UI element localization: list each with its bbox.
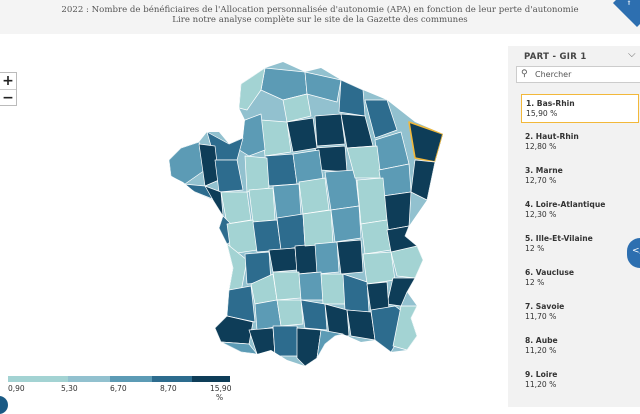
region-gard[interactable] [324,303,350,337]
region-vienne[interactable] [252,219,282,253]
list-item-value: 12 % [525,278,545,287]
region-aveyron[interactable] [300,299,328,331]
share-icon: ⇗ [624,0,634,8]
region-ile-de-france[interactable] [286,117,318,153]
list-item[interactable]: 9. Loire 11,20 % [521,366,639,395]
legend-color-bar [8,376,230,382]
list-item-name: 8. Aube [525,336,558,345]
region-allier[interactable] [302,209,334,247]
list-item[interactable]: 6. Vaucluse 12 % [521,264,639,293]
list-item-name: 9. Loire [525,370,558,379]
list-item-name: 5. Ille-Et-Vilaine [525,234,593,243]
map-subtitle: Lire notre analyse complète sur le site … [172,15,468,25]
region-haute-garonne[interactable] [272,325,300,357]
list-item[interactable]: 2. Haut-Rhin 12,80 % [521,128,639,157]
ranking-panel: PART - GIR 1 ⌵ ⚲ Chercher 1. Bas-Rhin 15… [508,46,640,407]
list-item-value: 12,70 % [525,176,557,185]
list-item-name: 7. Savoie [525,302,565,311]
region-aude[interactable] [316,329,344,359]
region-alpes-maritimes[interactable] [392,305,418,351]
region-puy-de-dome[interactable] [314,241,340,275]
code-icon: </> [632,246,640,256]
region-loiret[interactable] [264,153,298,187]
list-item-value: 12 % [525,244,545,253]
list-item-name: 1. Bas-Rhin [526,99,575,108]
zoom-in-button[interactable]: + [2,73,14,89]
region-cantal[interactable] [298,271,324,301]
variable-select[interactable]: PART - GIR 1 [524,52,587,62]
region-ain[interactable] [360,219,392,255]
legend-swatch-3 [110,376,152,382]
zoom-out-button[interactable]: − [0,89,16,106]
region-haute-vienne[interactable] [268,247,298,273]
legend-label-5: 15,90 [210,384,232,393]
legend-label-2: 5,30 [61,384,78,393]
map-title: 2022 : Nombre de bénéficiaires de l'Allo… [61,5,579,15]
region-marne[interactable] [314,113,346,147]
embed-tab-button[interactable]: </> [627,238,640,268]
region-ariege[interactable] [296,327,322,366]
region-nievre[interactable] [298,177,330,215]
list-item[interactable]: 5. Ille-Et-Vilaine 12 % [521,230,639,259]
list-item-value: 12,30 % [525,210,557,219]
region-moselle[interactable] [364,99,398,139]
search-placeholder: Chercher [535,70,572,79]
list-item-value: 12,80 % [525,142,557,151]
chevron-down-icon[interactable]: ⌵ [628,49,636,60]
list-item[interactable]: 7. Savoie 11,70 % [521,298,639,327]
legend-label-3: 6,70 [110,384,127,393]
region-haut-rhin[interactable] [410,159,436,201]
map-legend: 0,90 5,30 6,70 8,70 15,90 % [0,368,245,407]
france-map[interactable] [165,60,450,374]
list-item-name: 6. Vaucluse [525,268,574,277]
legend-swatch-2 [68,376,110,382]
legend-label-1: 0,90 [8,384,25,393]
list-item-value: 11,20 % [525,346,557,355]
legend-swatch-4 [152,376,192,382]
region-mayenne[interactable] [214,159,244,193]
zoom-control: + − [0,72,17,106]
legend-unit: % [216,393,224,402]
region-gironde[interactable] [226,285,256,323]
list-item[interactable]: 3. Marne 12,70 % [521,162,639,191]
list-item-value: 11,70 % [525,312,557,321]
france-map-svg [169,62,443,366]
region-aisne[interactable] [304,71,342,103]
list-item[interactable]: 1. Bas-Rhin 15,90 % [521,94,639,123]
region-lot-et-garonne[interactable] [254,299,282,331]
search-icon: ⚲ [521,69,528,79]
list-item[interactable]: 8. Aube 11,20 % [521,332,639,361]
region-indre[interactable] [276,213,306,251]
region-eure-et-loir[interactable] [260,119,292,157]
legend-swatch-1 [8,376,68,382]
list-item[interactable]: 4. Loire-Atlantique 12,30 % [521,196,639,225]
region-isere[interactable] [362,251,396,285]
legend-label-4: 8,70 [160,384,177,393]
region-vaucluse[interactable] [346,309,376,341]
region-sarthe[interactable] [244,155,270,193]
region-ardennes[interactable] [338,79,366,117]
region-correze[interactable] [272,271,302,301]
list-item-value: 15,90 % [526,109,558,118]
region-bas-rhin[interactable] [408,121,443,163]
list-item-name: 3. Marne [525,166,563,175]
list-item-name: 4. Loire-Atlantique [525,200,606,209]
legend-swatch-5 [192,376,230,382]
ranking-list: 1. Bas-Rhin 15,90 % 2. Haut-Rhin 12,80 %… [521,94,639,400]
region-lot[interactable] [276,299,304,327]
region-jura[interactable] [356,177,388,225]
region-oise[interactable] [282,93,312,123]
region-savoie[interactable] [390,245,424,279]
list-item-value: 11,20 % [525,380,557,389]
region-haute-loire[interactable] [320,273,346,305]
map-header: 2022 : Nombre de bénéficiaires de l'Allo… [0,0,640,34]
info-circle-button[interactable] [0,396,8,414]
region-cote-dor[interactable] [324,169,360,211]
search-input[interactable]: ⚲ Chercher [516,66,640,83]
region-loire[interactable] [336,239,364,275]
region-saone-et-loire[interactable] [330,205,362,243]
region-indre-et-loire[interactable] [248,187,276,223]
list-item-name: 2. Haut-Rhin [525,132,579,141]
